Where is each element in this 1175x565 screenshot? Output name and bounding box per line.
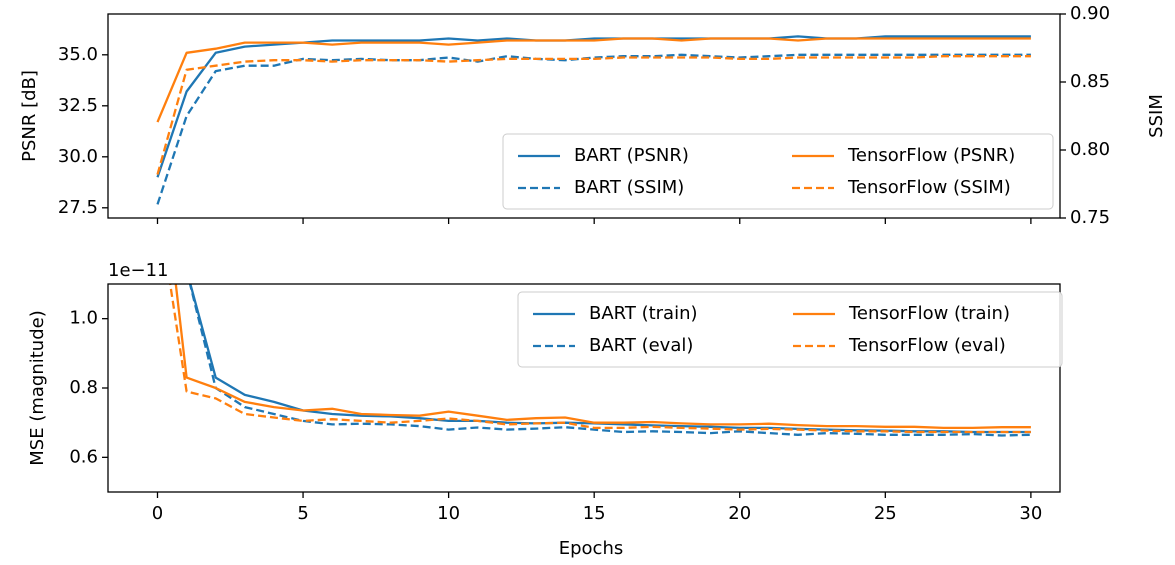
top-ylabel: PSNR [dB] [19,70,40,162]
bottom-legend-label-tensorflow-train: TensorFlow (train) [848,303,1010,324]
bottom-legend-label-bart-eval: BART (eval) [589,335,693,356]
bottom-panel: 0 5 10 15 20 25 30 0.6 0.8 1.0 1e−11 MSE (magnit… [27,260,1063,559]
top-legend-label-tensorflow-psnr: TensorFlow (PSNR) [847,145,1015,166]
bottom-line-tensorflow-eval [168,284,1031,434]
top-y-tick-label: 30.0 [58,146,98,167]
bottom-series-lines [168,284,1031,437]
bottom-series-tensorflow-eval [168,284,1031,434]
bottom-scale-label: 1e−11 [108,260,169,281]
bottom-line-tensorflow-train [174,284,1031,430]
bottom-series-tensorflow-train [174,284,1031,430]
bottom-xtick-label: 25 [874,503,897,524]
top-y2-tick-label: 0.80 [1070,139,1110,160]
bottom-legend: BART (train) BART (eval) TensorFlow (train… [517,291,1063,368]
top-y2-tick-label: 0.75 [1070,207,1110,228]
bottom-xtick-label: 20 [728,503,751,524]
top-x-ticks [156,218,1032,224]
bottom-line-bart-train [189,284,1031,434]
top-y2-tick-label: 0.90 [1070,3,1110,24]
top-series-tensorflow-psnr [156,37,1031,123]
bottom-xtick-label: 15 [583,503,606,524]
top-legend-label-bart-ssim: BART (SSIM) [574,177,684,198]
top-y-tick-label: 35.0 [58,44,98,65]
bottom-xtick-label: 30 [1019,503,1042,524]
bottom-y-ticks: 0.6 0.8 1.0 [69,308,108,467]
top-legend-box [502,133,1054,210]
bottom-xtick-label: 10 [437,503,460,524]
top-y2-tick-label: 0.85 [1070,71,1110,92]
top-plot-frame [107,13,1061,219]
bottom-x-ticks: 0 5 10 15 20 25 30 [152,492,1042,524]
bottom-y-tick-label: 0.6 [69,446,98,467]
top-y-tick-label: 27.5 [58,197,98,218]
top-legend-label-bart-psnr: BART (PSNR) [574,145,689,166]
top-series-bart-ssim [156,53,1031,205]
bottom-legend-box [517,291,1063,368]
top-series-tensorflow-ssim [156,55,1031,175]
bottom-y-tick-label: 0.8 [69,377,98,398]
top-panel: 27.5 30.0 32.5 35.0 0.75 0.80 0.85 0.90 PSNR [… [19,3,1167,228]
bottom-legend-label-tensorflow-eval: TensorFlow (eval) [848,335,1006,356]
bottom-xtick-label: 5 [297,503,308,524]
top-legend: BART (PSNR) BART (SSIM) TensorFlow (PSNR) T… [502,133,1054,210]
bottom-series-bart-eval [188,284,1031,437]
bottom-line-bart-eval [188,284,1031,437]
bottom-ylabel: MSE (magnitude) [27,310,48,465]
top-y-tick-label: 32.5 [58,95,98,116]
top-line-bart-ssim [156,53,1031,205]
bottom-xlabel: Epochs [559,538,624,559]
top-y2label: SSIM [1146,94,1167,138]
bottom-y-tick-label: 1.0 [69,308,98,329]
top-line-tensorflow-psnr [156,37,1031,123]
top-y-ticks: 27.5 30.0 32.5 35.0 [58,44,108,218]
top-legend-label-tensorflow-ssim: TensorFlow (SSIM) [847,177,1011,198]
bottom-legend-label-bart-train: BART (train) [589,303,698,324]
top-series-lines [156,35,1031,205]
bottom-xtick-label: 0 [152,503,163,524]
top-y2-ticks: 0.75 0.80 0.85 0.90 [1060,3,1110,228]
top-line-tensorflow-ssim [156,55,1031,175]
bottom-series-bart-train [189,284,1031,434]
